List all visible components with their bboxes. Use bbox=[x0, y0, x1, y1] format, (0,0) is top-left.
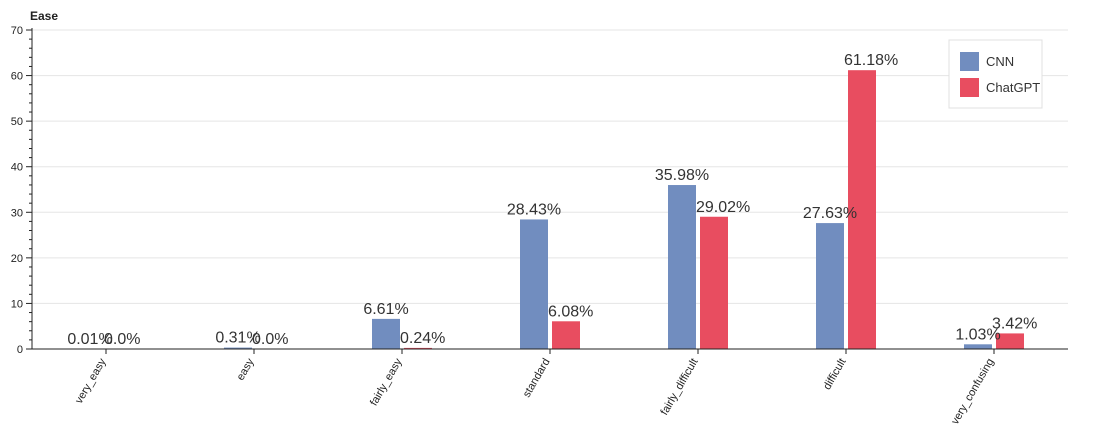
bar-label-chatgpt-standard: 6.08% bbox=[548, 303, 593, 320]
bar-chatgpt-standard bbox=[552, 321, 580, 349]
bar-label-chatgpt-difficult: 61.18% bbox=[844, 52, 898, 69]
y-tick-label: 20 bbox=[11, 253, 23, 265]
bar-label-chatgpt-easy: 0.0% bbox=[252, 331, 288, 348]
x-tick-label-very_confusing: very_confusing bbox=[949, 357, 996, 427]
grid-lines bbox=[32, 29, 1068, 304]
x-tick-label-fairly_difficult: fairly_difficult bbox=[659, 357, 701, 418]
bar-label-cnn-very_confusing: 1.03% bbox=[955, 326, 1000, 343]
bar-cnn-fairly_difficult bbox=[668, 185, 696, 349]
x-tick-label-very_easy: very_easy bbox=[73, 356, 109, 406]
chart-title: Ease bbox=[30, 9, 58, 23]
bar-label-cnn-difficult: 27.63% bbox=[803, 205, 857, 222]
legend-label-chatgpt: ChatGPT bbox=[986, 80, 1040, 95]
bar-label-chatgpt-fairly_easy: 0.24% bbox=[400, 330, 445, 347]
bar-label-cnn-fairly_easy: 6.61% bbox=[363, 301, 408, 318]
bar-cnn-standard bbox=[520, 219, 548, 349]
x-tick-label-fairly_easy: fairly_easy bbox=[368, 356, 405, 408]
bar-cnn-difficult bbox=[816, 223, 844, 349]
legend-label-cnn: CNN bbox=[986, 54, 1014, 69]
bar-chatgpt-difficult bbox=[848, 70, 876, 349]
y-tick-label: 0 bbox=[17, 344, 23, 356]
bar-label-cnn-very_easy: 0.01% bbox=[67, 331, 112, 348]
x-tick-label-standard: standard bbox=[521, 357, 553, 400]
legend-swatch-cnn bbox=[960, 52, 979, 71]
bar-chatgpt-fairly_easy bbox=[404, 347, 432, 349]
y-tick-label: 50 bbox=[11, 116, 23, 128]
y-tick-label: 10 bbox=[11, 298, 23, 310]
bar-label-chatgpt-very_confusing: 3.42% bbox=[992, 315, 1037, 332]
bar-label-chatgpt-fairly_difficult: 29.02% bbox=[696, 199, 750, 216]
bars bbox=[76, 70, 1024, 349]
bar-cnn-easy bbox=[224, 347, 252, 349]
x-tick-label-difficult: difficult bbox=[821, 357, 848, 392]
legend-box bbox=[948, 39, 1043, 109]
legend-swatch-chatgpt bbox=[960, 78, 979, 97]
bar-label-cnn-standard: 28.43% bbox=[507, 201, 561, 218]
y-tick-label: 30 bbox=[11, 207, 23, 219]
y-tick-label: 70 bbox=[11, 25, 23, 37]
bar-chatgpt-very_confusing bbox=[996, 333, 1024, 349]
bar-cnn-fairly_easy bbox=[372, 318, 400, 349]
legend: CNN ChatGPT bbox=[948, 39, 1043, 109]
bar-labels: 0.01%0.0% 0.31%0.0%6.61%0.24%28.43%6.08%3… bbox=[67, 52, 1037, 348]
bar-label-cnn-easy: 0.31% bbox=[215, 330, 260, 347]
bar-label-chatgpt-very_easy: 0.0% bbox=[104, 331, 140, 348]
bar-cnn-very_confusing bbox=[964, 344, 992, 349]
bar-label-cnn-fairly_difficult: 35.98% bbox=[655, 167, 709, 184]
x-tick-label-easy: easy bbox=[235, 356, 257, 383]
y-tick-label: 40 bbox=[11, 162, 23, 174]
bar-chatgpt-fairly_difficult bbox=[700, 216, 728, 349]
y-tick-label: 60 bbox=[11, 71, 23, 83]
